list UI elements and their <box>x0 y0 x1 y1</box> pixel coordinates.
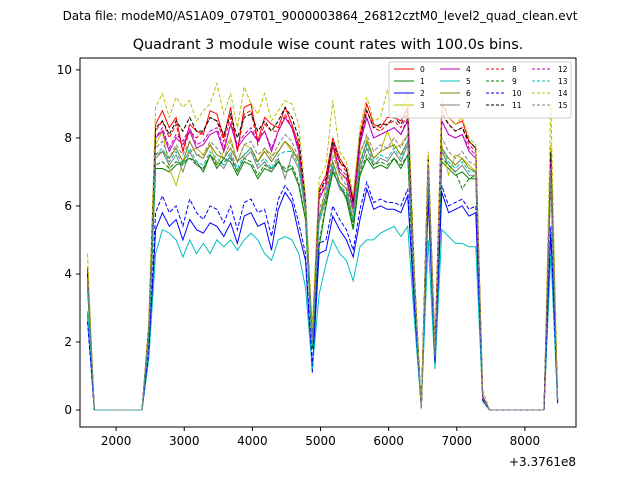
y-tick-label: 2 <box>64 335 72 349</box>
x-tick-label: 2000 <box>101 434 132 448</box>
legend-label-13: 13 <box>558 77 568 86</box>
x-tick-label: 8000 <box>510 434 541 448</box>
y-tick-label: 8 <box>64 131 72 145</box>
series-line-8 <box>87 109 559 411</box>
x-tick-label: 5000 <box>305 434 336 448</box>
axes-frame <box>79 57 577 428</box>
x-tick-label: 7000 <box>441 434 472 448</box>
y-tick-label: 10 <box>57 63 72 77</box>
series-line-2 <box>87 187 559 411</box>
x-tick-label: 6000 <box>373 434 404 448</box>
legend-label-9: 9 <box>512 77 517 86</box>
legend-label-12: 12 <box>558 65 568 74</box>
series-line-5 <box>87 224 559 411</box>
legend-box <box>388 61 572 119</box>
legend-label-8: 8 <box>512 65 517 74</box>
y-tick-label: 6 <box>64 199 72 213</box>
legend-label-3: 3 <box>420 101 425 110</box>
y-tick-label: 0 <box>64 403 72 417</box>
legend-label-5: 5 <box>466 77 471 86</box>
legend-label-2: 2 <box>420 89 425 98</box>
legend-label-10: 10 <box>512 89 522 98</box>
chart-title: Quadrant 3 module wise count rates with … <box>133 37 524 53</box>
legend-label-7: 7 <box>466 101 471 110</box>
legend-label-1: 1 <box>420 77 425 86</box>
x-tick-label: 4000 <box>237 434 268 448</box>
legend-label-4: 4 <box>466 65 471 74</box>
x-tick-label: 3000 <box>169 434 200 448</box>
series-lines <box>87 81 559 411</box>
series-line-10 <box>87 180 559 411</box>
y-tick-label: 4 <box>64 267 72 281</box>
x-offset-label: +3.3761e8 <box>509 455 576 469</box>
y-axis: 0 2 4 6 8 10 <box>57 63 80 417</box>
series-line-15 <box>87 132 559 411</box>
legend-label-6: 6 <box>466 89 471 98</box>
x-axis: 2000 3000 4000 5000 6000 7000 8000 <box>101 427 540 448</box>
legend-label-0: 0 <box>420 65 425 74</box>
legend-label-15: 15 <box>558 101 568 110</box>
legend-label-14: 14 <box>558 89 568 98</box>
legend-label-11: 11 <box>512 101 522 110</box>
series-line-12 <box>87 115 559 411</box>
suptitle: Data file: modeM0/AS1A09_079T01_90000038… <box>63 9 578 23</box>
